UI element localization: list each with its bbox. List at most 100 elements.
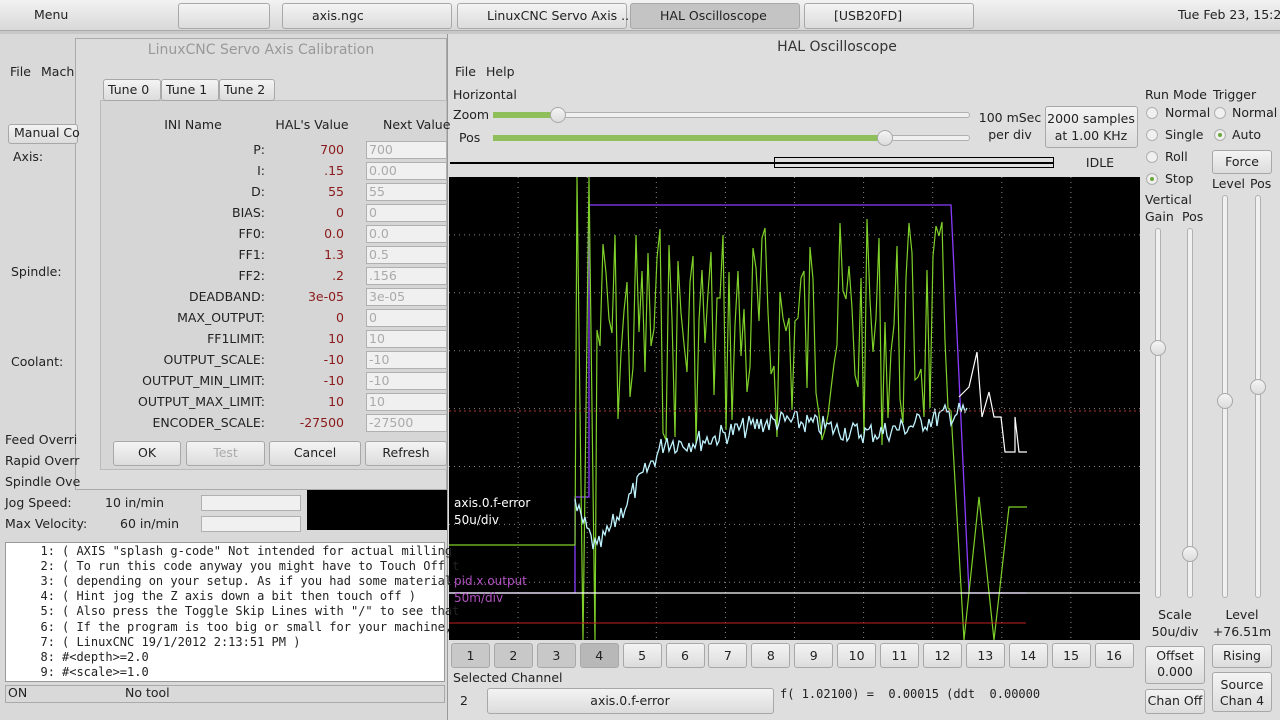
dialog-button[interactable] — [269, 441, 361, 466]
channel-label[interactable]: 10 — [848, 647, 865, 663]
task-label[interactable]: [USB20FD] — [834, 7, 903, 23]
channel-label[interactable]: 1 — [466, 647, 475, 663]
value-input[interactable] — [366, 372, 447, 390]
next-value[interactable]: 10 — [369, 393, 385, 409]
channel-label[interactable]: 4 — [595, 647, 604, 663]
task-button[interactable] — [282, 3, 452, 29]
value-input[interactable] — [366, 351, 447, 369]
channel-label[interactable]: 5 — [638, 647, 647, 663]
channel-label[interactable]: 16 — [1106, 647, 1122, 663]
value-input[interactable] — [366, 330, 447, 348]
radio[interactable] — [1214, 107, 1226, 119]
task-label[interactable]: axis.ngc — [312, 7, 364, 23]
channel-button[interactable] — [1008, 643, 1048, 668]
menu-item[interactable]: File — [455, 63, 476, 79]
tab[interactable] — [161, 79, 219, 101]
slider-knob[interactable] — [550, 107, 566, 123]
channel-label[interactable]: 9 — [809, 647, 818, 663]
next-value[interactable]: .156 — [369, 267, 397, 283]
channel-button[interactable] — [965, 643, 1005, 668]
channel-button[interactable] — [794, 643, 834, 668]
dialog-button[interactable] — [113, 441, 181, 466]
channel-button[interactable] — [665, 643, 705, 668]
slider-knob[interactable] — [1250, 379, 1266, 395]
channel-label[interactable]: 12 — [934, 647, 951, 663]
channel-label[interactable]: 15 — [1063, 647, 1080, 663]
tab-label[interactable]: Tune 1 — [166, 81, 208, 97]
task-button[interactable] — [630, 3, 800, 29]
radio-label[interactable]: Roll — [1165, 148, 1188, 164]
button-label[interactable]: 0.000 — [1157, 663, 1193, 679]
radio[interactable] — [1146, 151, 1158, 163]
value-input[interactable] — [366, 246, 447, 264]
tab-label[interactable]: Tune 2 — [224, 81, 266, 97]
channel-button[interactable] — [1094, 643, 1134, 668]
value-input[interactable] — [366, 183, 447, 201]
radio-label[interactable]: Single — [1165, 126, 1204, 142]
next-value[interactable]: 0 — [369, 309, 377, 325]
value-input[interactable] — [366, 225, 447, 243]
value-input[interactable] — [366, 162, 447, 180]
next-value[interactable]: -10 — [369, 372, 390, 388]
button-label[interactable]: Rising — [1222, 647, 1262, 663]
radio-label[interactable]: Auto — [1232, 126, 1262, 142]
channel-label[interactable]: 8 — [766, 647, 775, 663]
next-value[interactable]: 700 — [369, 141, 393, 157]
button-label[interactable]: axis.0.f-error — [590, 692, 670, 708]
channel-label[interactable]: 7 — [723, 647, 732, 663]
channel-button[interactable] — [880, 643, 919, 668]
channel-button[interactable] — [536, 643, 576, 668]
button-label[interactable]: OK — [137, 444, 157, 460]
channel-button[interactable] — [579, 643, 619, 668]
channel-label[interactable]: 2 — [509, 647, 518, 663]
radio-label[interactable]: Normal — [1165, 104, 1211, 120]
value-input[interactable] — [366, 309, 447, 327]
channel-name-button[interactable] — [487, 688, 774, 714]
channel-button[interactable] — [708, 643, 748, 668]
chan-off-button[interactable] — [1145, 689, 1205, 714]
tab[interactable] — [219, 79, 275, 101]
channel-button[interactable] — [837, 643, 877, 668]
offset-button[interactable] — [1145, 646, 1205, 684]
slider-knob[interactable] — [877, 130, 893, 146]
button-label[interactable]: Cancel — [293, 444, 337, 460]
task-button[interactable] — [457, 3, 627, 29]
channel-button[interactable] — [1051, 643, 1091, 668]
button-label[interactable]: Force — [1225, 153, 1259, 169]
next-value[interactable]: 3e-05 — [369, 288, 406, 304]
channel-label[interactable]: 14 — [1020, 647, 1037, 663]
slider-knob[interactable] — [1182, 546, 1198, 562]
force-button[interactable] — [1212, 150, 1272, 174]
start-menu[interactable]: Menu — [34, 6, 69, 22]
slider-knob[interactable] — [1217, 393, 1233, 409]
next-value[interactable]: 10 — [369, 330, 385, 346]
radio[interactable] — [1146, 107, 1158, 119]
samples[interactable]: at 1.00 KHz — [1054, 127, 1128, 143]
menu-item[interactable]: Mach — [41, 63, 75, 79]
dialog-button[interactable] — [365, 441, 447, 466]
channel-label[interactable]: 3 — [552, 647, 561, 663]
radio[interactable] — [1214, 129, 1226, 141]
channel-label[interactable]: 11 — [891, 647, 908, 663]
value-input[interactable] — [366, 288, 447, 306]
task-label[interactable]: HAL Oscilloscope — [660, 7, 767, 23]
samples-button[interactable] — [1045, 106, 1138, 148]
value-input[interactable] — [366, 414, 447, 432]
button-label[interactable]: Refresh — [382, 444, 430, 460]
button-label[interactable]: Test — [213, 444, 238, 460]
channel-button[interactable] — [751, 643, 791, 668]
next-value[interactable]: -10 — [369, 351, 390, 367]
button-label[interactable]: Chan 4 — [1219, 692, 1265, 708]
button-label[interactable]: Chan Off — [1147, 692, 1203, 708]
tab[interactable] — [103, 79, 161, 101]
value-input[interactable] — [366, 141, 447, 159]
dialog-button[interactable] — [186, 441, 265, 466]
radio-label[interactable]: Normal — [1232, 104, 1278, 120]
next-value[interactable]: -27500 — [369, 414, 414, 430]
menu-item[interactable]: Help — [486, 63, 515, 79]
channel-label[interactable]: 13 — [977, 647, 994, 663]
radio-label[interactable]: Stop — [1165, 170, 1194, 186]
channel-button[interactable] — [622, 643, 662, 668]
value-input[interactable] — [366, 267, 447, 285]
next-value[interactable]: 0 — [369, 204, 377, 220]
